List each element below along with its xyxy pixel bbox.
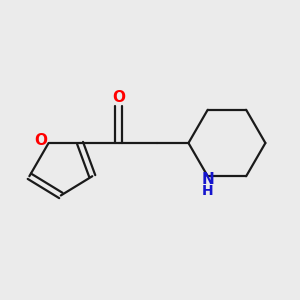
Text: O: O [112,90,125,105]
Text: O: O [34,133,47,148]
Text: H: H [202,184,214,198]
Text: N: N [201,172,214,187]
